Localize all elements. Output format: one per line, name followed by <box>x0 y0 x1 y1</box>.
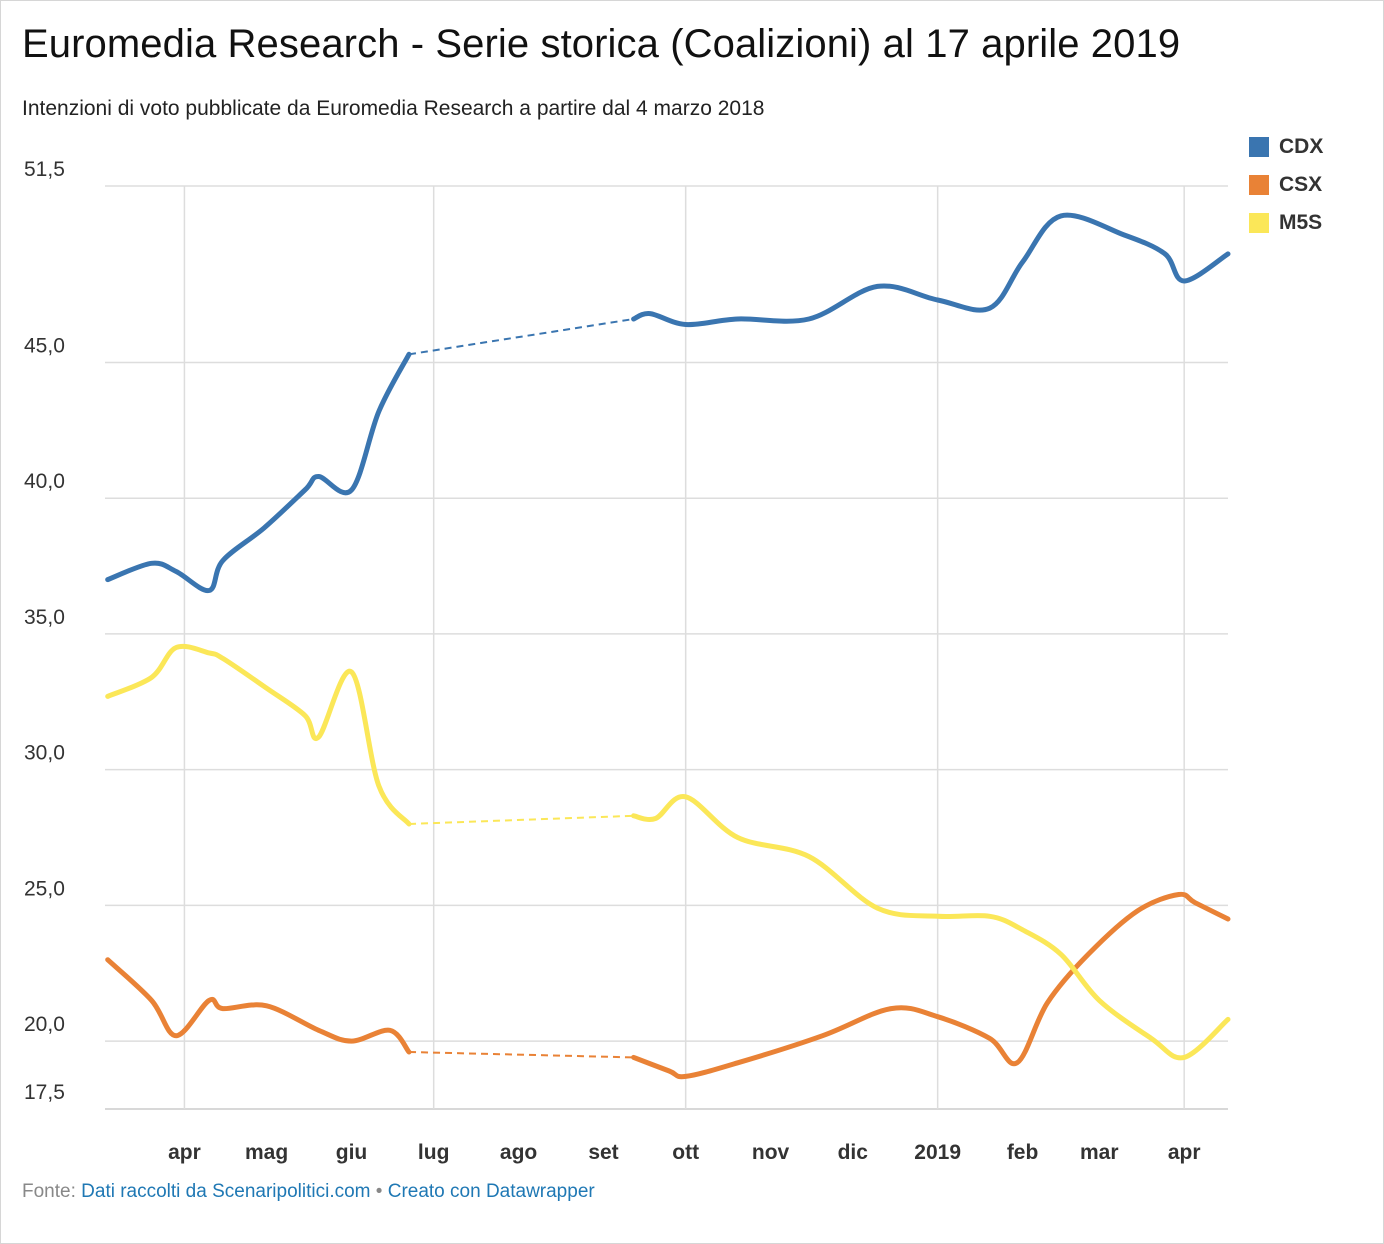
x-tick-label: feb <box>1007 1141 1039 1164</box>
legend-item-m5s: M5S <box>1249 204 1323 242</box>
y-tick-label: 30,0 <box>24 742 65 765</box>
x-tick-label: apr <box>168 1141 201 1164</box>
x-tick-label: nov <box>752 1141 790 1164</box>
y-tick-label: 45,0 <box>24 334 65 357</box>
series-line-m5s-part2 <box>631 794 1231 1061</box>
series-gap-csx <box>409 1050 634 1059</box>
legend-item-cdx: CDX <box>1249 128 1323 166</box>
series-line-csx-part2 <box>631 891 1231 1080</box>
series-gap-cdx <box>408 318 634 356</box>
source-link[interactable]: Dati raccolti da Scenaripolitici.com <box>81 1181 371 1202</box>
x-tick-label: set <box>588 1141 618 1164</box>
series-gap-m5s <box>408 814 634 825</box>
source-footer: Fonte: Dati raccolti da Scenaripolitici.… <box>22 1181 595 1203</box>
source-separator: • <box>375 1181 383 1202</box>
y-tick-label: 40,0 <box>24 470 65 493</box>
x-tick-label: lug <box>418 1141 450 1164</box>
y-tick-label: 35,0 <box>24 606 65 629</box>
series-line-cdx-part1 <box>105 351 412 594</box>
y-axis-ticks: 51,5 45,0 40,0 35,0 30,0 25,0 20,0 17,5 <box>24 158 65 1104</box>
legend-label: CSX <box>1279 173 1323 196</box>
credit-link[interactable]: Creato con Datawrapper <box>387 1181 595 1202</box>
source-prefix: Fonte: <box>22 1181 76 1202</box>
legend-swatch <box>1249 175 1269 195</box>
x-tick-label: giu <box>336 1141 368 1164</box>
chart-title: Euromedia Research - Serie storica (Coal… <box>22 22 1181 66</box>
x-tick-label: 2019 <box>914 1141 961 1164</box>
legend-swatch <box>1249 213 1269 233</box>
x-tick-label: dic <box>838 1141 869 1164</box>
legend-label: CDX <box>1279 135 1324 158</box>
series-line-csx-part1 <box>105 957 412 1055</box>
grid-lines <box>105 185 1228 1110</box>
x-tick-label: mar <box>1080 1141 1119 1164</box>
x-tick-label: ago <box>500 1141 537 1164</box>
y-tick-label: 20,0 <box>24 1013 65 1036</box>
y-tick-label: 25,0 <box>24 877 65 900</box>
series-line-m5s-part1 <box>105 643 412 827</box>
y-tick-label: 51,5 <box>24 158 65 181</box>
chart-legend: CDX CSX M5S <box>1249 128 1323 242</box>
chart-subtitle: Intenzioni di voto pubblicate da Euromed… <box>22 97 765 120</box>
legend-label: M5S <box>1279 211 1323 234</box>
legend-swatch <box>1249 137 1269 157</box>
series-line-cdx-part2 <box>631 212 1231 328</box>
x-tick-label: ott <box>672 1141 699 1164</box>
x-tick-label: apr <box>1168 1141 1201 1164</box>
x-tick-label: mag <box>245 1141 288 1164</box>
y-tick-label: 17,5 <box>24 1081 65 1104</box>
series-lines <box>105 212 1231 1080</box>
legend-item-csx: CSX <box>1249 166 1323 204</box>
x-axis-ticks: apr mag giu lug ago set ott nov dic 2019 feb mar apr <box>168 1141 1200 1164</box>
